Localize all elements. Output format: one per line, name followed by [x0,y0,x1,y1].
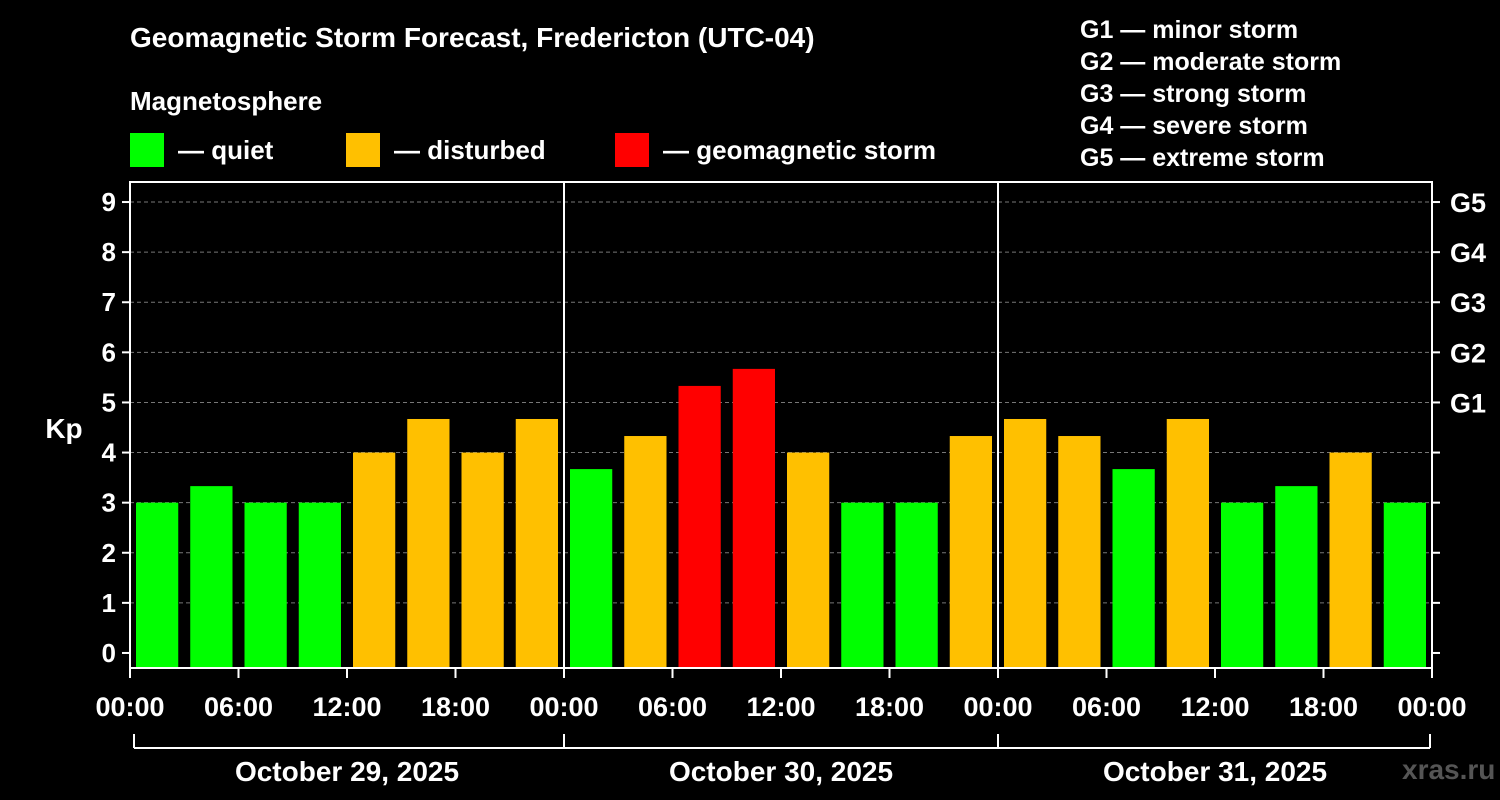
x-tick-label: 12:00 [312,692,381,722]
y-tick-label: 4 [102,438,117,468]
x-tick-label: 12:00 [1180,692,1249,722]
kp-bar [1058,436,1101,668]
day-label: October 31, 2025 [1103,756,1327,787]
kp-bar [732,368,775,668]
x-tick-label: 06:00 [638,692,707,722]
g-scale-item: G5 — extreme storm [1080,144,1325,172]
kp-bar [190,486,233,668]
g-level-label: G2 [1450,338,1486,368]
day-label: October 29, 2025 [235,756,459,787]
kp-bar [461,452,504,668]
legend-item-quiet: — quiet [130,133,273,167]
g-level-label: G1 [1450,388,1486,418]
legend-label-storm: — geomagnetic storm [663,134,937,165]
kp-bar [1329,452,1372,668]
g-level-label: G5 [1450,188,1486,218]
x-tick-label: 00:00 [529,692,598,722]
y-tick-label: 2 [102,538,116,568]
x-tick-label: 12:00 [746,692,815,722]
day-label: October 30, 2025 [669,756,893,787]
kp-bar [136,502,179,668]
y-tick-label: 9 [102,187,116,217]
kp-bar [1004,418,1047,668]
kp-bar [787,452,830,668]
kp-bar [1275,486,1318,668]
kp-bar [949,436,992,668]
kp-bar [1383,502,1426,668]
kp-bar [678,385,721,668]
kp-bar [841,502,884,668]
x-tick-label: 00:00 [963,692,1032,722]
g-level-label: G3 [1450,288,1486,318]
kp-bar [515,418,558,668]
kp-bar [407,418,450,668]
y-tick-label: 7 [102,287,116,317]
y-tick-label: 1 [102,588,116,618]
kp-bar [298,502,341,668]
kp-bar [244,502,287,668]
kp-bar [353,452,396,668]
y-tick-label: 5 [102,387,116,417]
g-scale-item: G1 — minor storm [1080,16,1299,44]
x-tick-label: 00:00 [95,692,164,722]
y-tick-label: 6 [102,337,116,367]
legend-swatch-storm [615,133,649,167]
y-tick-label: 8 [102,237,116,267]
y-axis-label: Kp [45,413,82,444]
g-level-label: G4 [1450,238,1486,268]
chart-title: Geomagnetic Storm Forecast, Fredericton … [130,22,815,53]
legend-subtitle: Magnetosphere [130,86,323,116]
legend-label-quiet: — quiet [178,134,274,165]
x-tick-label: 18:00 [1289,692,1358,722]
kp-bar [1112,469,1155,668]
x-tick-label: 00:00 [1397,692,1466,722]
kp-bar [624,436,667,668]
g-scale-item: G2 — moderate storm [1080,48,1342,76]
g-scale-item: G3 — strong storm [1080,80,1307,108]
kp-bar [1221,502,1264,668]
x-tick-label: 06:00 [1072,692,1141,722]
x-tick-label: 06:00 [204,692,273,722]
legend-swatch-quiet [130,133,164,167]
g-scale-list: G1 — minor storm G2 — moderate storm G3 … [1080,14,1341,174]
kp-bar [895,502,938,668]
x-tick-label: 18:00 [421,692,490,722]
watermark: xras.ru [1402,754,1496,785]
x-tick-label: 18:00 [855,692,924,722]
kp-bar [1166,418,1209,668]
legend-label-disturbed: — disturbed [394,134,546,165]
kp-bar [570,469,613,668]
y-tick-label: 3 [102,488,116,518]
y-tick-label: 0 [102,638,116,668]
legend-item-storm: — geomagnetic storm [615,133,936,167]
g-scale-item: G4 — severe storm [1080,112,1308,140]
legend-item-disturbed: — disturbed [346,133,546,167]
legend-swatch-disturbed [346,133,380,167]
